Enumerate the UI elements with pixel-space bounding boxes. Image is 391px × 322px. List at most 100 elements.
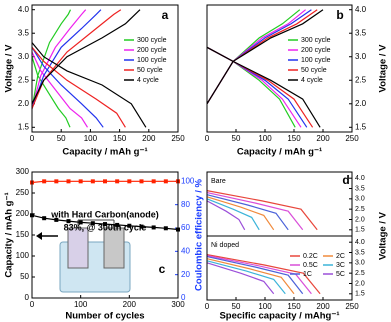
legend-label: 0.5C — [303, 262, 318, 269]
curve — [206, 192, 304, 231]
y-tick-label: 3.0 — [355, 260, 365, 267]
marker — [66, 179, 71, 184]
x-tick-label: 0 — [205, 302, 210, 311]
y-axis-label: Voltage / V — [4, 44, 15, 93]
y-tick-label: 0 — [25, 293, 30, 302]
y-tick-label: 2.0 — [355, 216, 365, 223]
x-tick-label: 50 — [232, 302, 241, 311]
x-tick-label: 300 — [171, 300, 185, 309]
legend-label: 0.2C — [303, 253, 318, 260]
marker — [78, 220, 83, 225]
marker — [78, 179, 83, 184]
x-tick-label: 250 — [171, 134, 185, 143]
x-axis-label: Capacity / mAh g⁻¹ — [237, 147, 322, 158]
curve — [206, 198, 260, 231]
x-axis-label: Number of cycles — [65, 311, 144, 322]
curve — [31, 9, 87, 109]
panel-title: Bare — [211, 178, 226, 185]
curve — [31, 46, 126, 128]
x-tick-label: 200 — [316, 302, 330, 311]
y2-tick-label: 20 — [181, 270, 190, 279]
y-axis-label: Voltage / V — [378, 211, 389, 260]
marker — [115, 179, 120, 184]
marker — [139, 224, 144, 229]
legend-label: 100 cycle — [137, 57, 167, 64]
marker — [103, 179, 107, 184]
legend-label: 50 cycle — [137, 67, 163, 74]
y-tick-label: 4.0 — [355, 5, 367, 14]
annotation: with Hard Carbon(anode) — [50, 209, 159, 219]
y-tick-label: 200 — [16, 209, 30, 218]
x-tick-label: 100 — [74, 300, 88, 309]
x-tick-label: 100 — [84, 134, 98, 143]
curve — [31, 42, 147, 128]
marker — [127, 179, 132, 184]
y-tick-label: 3.0 — [355, 196, 365, 203]
x-axis-label: Specific capacity / mAhg⁻¹ — [219, 311, 339, 322]
curve — [31, 56, 71, 128]
y-tick-label: 2.0 — [355, 280, 365, 287]
marker — [127, 223, 132, 228]
marker — [42, 179, 47, 184]
legend-label: 4 cycle — [137, 77, 159, 84]
y-tick-label: 4.0 — [355, 239, 365, 246]
legend-label: 5C — [336, 271, 345, 278]
y-tick-label: 250 — [16, 188, 30, 197]
legend-label: 100 cycle — [301, 57, 331, 64]
curve — [206, 190, 318, 231]
panel-label: b — [336, 8, 343, 22]
y-tick-label: 3.0 — [355, 52, 367, 61]
x-tick-label: 0 — [30, 300, 35, 309]
marker — [90, 221, 95, 226]
y-tick-label: 1.5 — [18, 122, 30, 131]
marker — [163, 226, 168, 231]
marker — [139, 179, 144, 184]
y2-tick-label: 60 — [181, 223, 190, 232]
y-tick-label: 3.5 — [355, 249, 365, 256]
curve — [206, 196, 275, 231]
y2-axis-label: Coulombic efficiency / % — [194, 178, 205, 290]
plot-frame — [31, 171, 179, 299]
y-tick-label: 3.5 — [18, 28, 30, 37]
legend-label: 1C — [303, 271, 312, 278]
y-tick-label: 3.0 — [18, 52, 30, 61]
y-axis-label: Capacity / mAh g⁻¹ — [4, 192, 15, 277]
x-tick-label: 200 — [123, 300, 137, 309]
y-tick-label: 1.5 — [355, 291, 365, 298]
y-tick-label: 3.5 — [355, 185, 365, 192]
y-tick-label: 2.5 — [355, 270, 365, 277]
legend-label: 3C — [336, 262, 345, 269]
y2-tick-label: 40 — [181, 246, 190, 255]
y2-tick-label: 0 — [181, 293, 186, 302]
inset-electrode — [103, 227, 125, 269]
panel-label: d — [342, 173, 349, 187]
y-tick-label: 300 — [16, 167, 30, 176]
panel-label: a — [162, 8, 169, 22]
x-axis-label: Capacity / mAh g⁻¹ — [62, 147, 147, 158]
panel-title: Ni doped — [211, 242, 239, 249]
curve — [31, 46, 104, 128]
x-tick-label: 50 — [57, 134, 66, 143]
y2-tick-label: 100 — [181, 176, 195, 185]
legend-label: 200 cycle — [137, 47, 167, 54]
x-tick-label: 250 — [345, 134, 359, 143]
y-tick-label: 4.0 — [18, 5, 30, 14]
battery-inset — [59, 219, 131, 293]
curve — [206, 255, 312, 295]
marker — [115, 222, 120, 227]
legend-label: 50 cycle — [301, 67, 327, 74]
curve — [206, 262, 275, 295]
y-tick-label: 1.5 — [355, 122, 367, 131]
curve — [206, 194, 289, 231]
y-tick-label: 2.0 — [355, 99, 367, 108]
y-tick-label: 2.5 — [355, 206, 365, 213]
y-tick-label: 1.5 — [355, 227, 365, 234]
legend-label: 200 cycle — [301, 47, 331, 54]
marker — [151, 225, 156, 230]
marker — [151, 179, 156, 184]
y-tick-label: 2.5 — [18, 75, 30, 84]
x-tick-label: 150 — [113, 134, 127, 143]
curve — [206, 46, 321, 128]
x-tick-label: 0 — [30, 134, 35, 143]
